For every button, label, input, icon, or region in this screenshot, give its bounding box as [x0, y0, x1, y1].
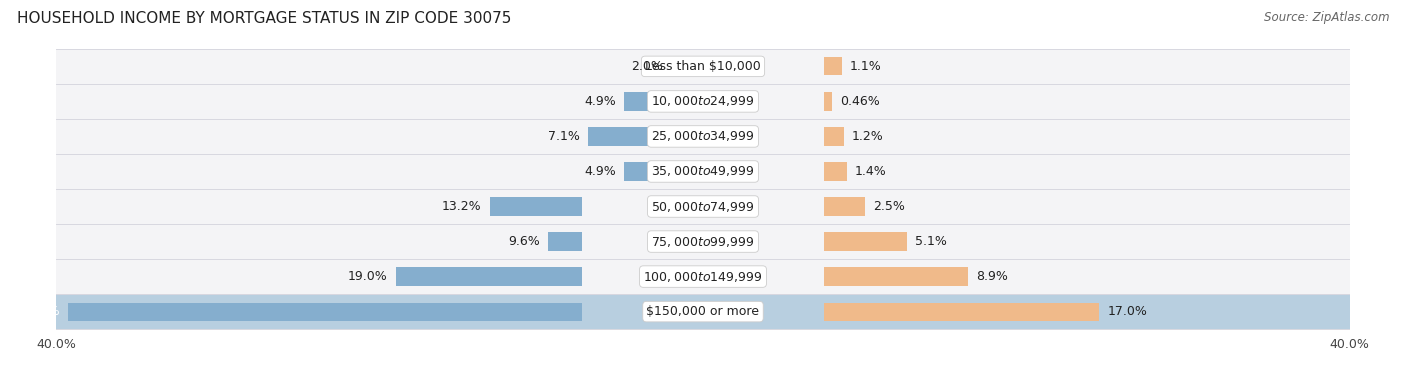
Text: $75,000 to $99,999: $75,000 to $99,999 — [651, 235, 755, 249]
Text: 13.2%: 13.2% — [441, 200, 481, 213]
Text: $100,000 to $149,999: $100,000 to $149,999 — [644, 270, 762, 284]
Bar — [56, 154, 1350, 189]
Text: 17.0%: 17.0% — [1108, 305, 1147, 318]
Bar — [824, 92, 832, 110]
Text: 39.3%: 39.3% — [20, 305, 59, 318]
Bar — [67, 302, 582, 321]
Bar — [824, 197, 865, 215]
Text: $150,000 or more: $150,000 or more — [647, 305, 759, 318]
Text: $25,000 to $34,999: $25,000 to $34,999 — [651, 129, 755, 143]
Text: 4.9%: 4.9% — [583, 165, 616, 178]
Bar — [671, 57, 703, 76]
Bar — [824, 268, 969, 286]
Bar — [56, 84, 1350, 119]
Text: 9.6%: 9.6% — [508, 235, 540, 248]
Text: 7.1%: 7.1% — [548, 130, 581, 143]
Text: 1.2%: 1.2% — [852, 130, 883, 143]
Bar — [548, 232, 582, 251]
Bar — [56, 259, 1350, 294]
Text: 1.1%: 1.1% — [851, 60, 882, 73]
Bar — [624, 163, 703, 181]
Bar — [56, 119, 1350, 154]
Bar — [396, 268, 582, 286]
Bar — [56, 224, 1350, 259]
Text: Source: ZipAtlas.com: Source: ZipAtlas.com — [1264, 11, 1389, 24]
Bar — [824, 163, 846, 181]
Text: 19.0%: 19.0% — [347, 270, 388, 283]
Bar — [56, 189, 1350, 224]
Text: 2.0%: 2.0% — [631, 60, 662, 73]
Bar — [624, 92, 703, 110]
Bar — [824, 57, 842, 76]
Text: 4.9%: 4.9% — [583, 95, 616, 108]
Text: 5.1%: 5.1% — [915, 235, 946, 248]
Text: $35,000 to $49,999: $35,000 to $49,999 — [651, 164, 755, 178]
Text: Less than $10,000: Less than $10,000 — [645, 60, 761, 73]
Bar — [588, 127, 703, 146]
Text: $10,000 to $24,999: $10,000 to $24,999 — [651, 94, 755, 108]
Bar — [824, 127, 844, 146]
Text: HOUSEHOLD INCOME BY MORTGAGE STATUS IN ZIP CODE 30075: HOUSEHOLD INCOME BY MORTGAGE STATUS IN Z… — [17, 11, 512, 26]
Bar — [824, 232, 907, 251]
Bar — [56, 294, 1350, 329]
Bar — [56, 49, 1350, 84]
Bar — [489, 197, 582, 215]
Bar — [824, 302, 1099, 321]
Text: 8.9%: 8.9% — [976, 270, 1008, 283]
Text: $50,000 to $74,999: $50,000 to $74,999 — [651, 200, 755, 214]
Text: 2.5%: 2.5% — [873, 200, 904, 213]
Text: 1.4%: 1.4% — [855, 165, 887, 178]
Text: 0.46%: 0.46% — [839, 95, 880, 108]
